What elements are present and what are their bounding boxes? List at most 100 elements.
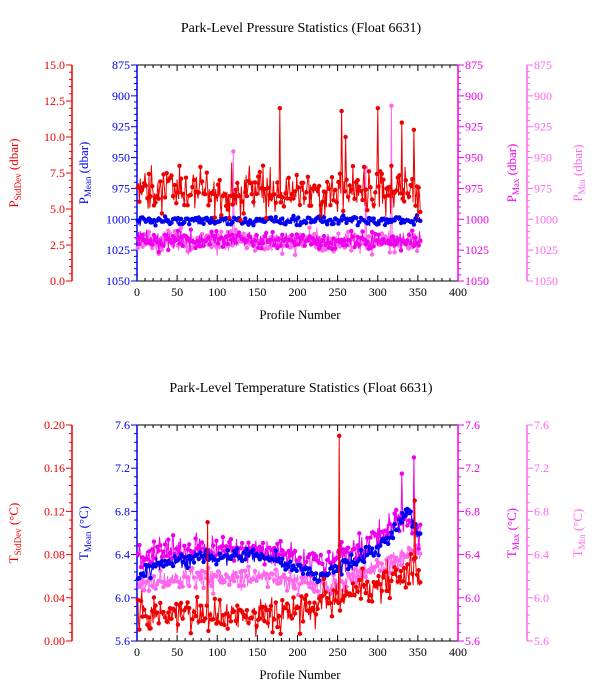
data-point — [230, 574, 235, 580]
y-tick-label: 6.8 — [115, 504, 130, 518]
data-point — [402, 513, 407, 518]
data-point — [249, 615, 254, 620]
data-point — [187, 605, 192, 611]
data-point — [177, 221, 182, 227]
data-point — [254, 578, 259, 583]
data-point — [150, 245, 155, 251]
data-point — [398, 248, 404, 253]
data-point — [352, 196, 357, 201]
data-point — [365, 208, 370, 213]
data-point — [334, 200, 339, 205]
data-point — [363, 590, 368, 596]
y-axis-label-max: PMax (dbar) — [504, 144, 521, 203]
data-point — [284, 243, 290, 248]
data-point — [291, 213, 296, 219]
data-point — [272, 243, 277, 248]
data-point — [217, 219, 222, 224]
data-point — [321, 576, 327, 582]
data-point — [182, 220, 187, 225]
data-point — [195, 552, 200, 557]
data-point — [371, 244, 376, 249]
data-point — [280, 556, 285, 561]
y-tick-label: 950 — [465, 151, 483, 165]
data-point — [164, 170, 169, 176]
data-point — [410, 177, 415, 182]
data-point — [318, 552, 323, 558]
y-tick-label: 1025 — [106, 243, 130, 257]
data-point — [204, 603, 209, 608]
data-point — [373, 550, 378, 555]
data-point — [329, 175, 335, 180]
data-point — [307, 216, 312, 221]
data-point — [278, 220, 283, 226]
data-point — [307, 225, 312, 230]
data-point — [211, 191, 216, 196]
data-point — [267, 545, 272, 550]
data-point — [374, 580, 380, 585]
y-axis-label-std: TStdDev (°C) — [6, 503, 23, 564]
data-point — [357, 184, 362, 189]
data-point — [394, 567, 399, 572]
data-point — [278, 200, 283, 205]
data-point — [299, 594, 304, 599]
data-point — [418, 238, 423, 243]
data-point — [281, 572, 287, 577]
data-point — [137, 241, 142, 247]
data-point — [374, 171, 380, 177]
data-point — [145, 622, 150, 627]
data-point — [414, 248, 420, 254]
data-point — [239, 540, 245, 546]
data-point — [233, 570, 238, 576]
data-point — [231, 579, 237, 584]
x-tick-label: 150 — [248, 645, 266, 659]
data-point — [187, 542, 192, 547]
data-point — [302, 243, 307, 248]
data-point — [394, 555, 399, 560]
data-point — [325, 240, 330, 246]
data-point — [413, 235, 418, 240]
data-point — [281, 243, 287, 248]
data-point — [178, 600, 184, 606]
data-point — [215, 569, 221, 574]
y-tick-label: 6.0 — [115, 591, 130, 605]
data-point — [297, 555, 303, 560]
data-point — [244, 245, 250, 251]
data-point — [389, 578, 394, 583]
data-point — [361, 583, 367, 588]
data-point — [326, 571, 331, 576]
data-point — [392, 250, 397, 255]
data-point — [235, 574, 240, 580]
data-point — [153, 200, 158, 205]
data-point — [365, 579, 370, 584]
data-point — [207, 198, 213, 203]
data-point — [349, 187, 354, 192]
data-point — [315, 606, 320, 611]
data-point — [243, 190, 248, 195]
data-point — [320, 238, 325, 244]
data-point — [320, 561, 325, 567]
data-point — [357, 220, 362, 225]
data-point — [199, 540, 205, 545]
data-point — [334, 555, 339, 561]
data-point — [320, 199, 325, 204]
data-point — [230, 202, 235, 207]
data-point — [272, 219, 277, 224]
data-point — [203, 552, 208, 558]
series-stddev — [135, 433, 423, 637]
data-point — [211, 617, 216, 622]
data-point — [177, 241, 182, 246]
y-tick-label: 975 — [112, 181, 130, 195]
data-point — [158, 568, 163, 573]
data-point — [277, 106, 282, 111]
data-point — [225, 626, 230, 631]
data-point — [397, 173, 402, 178]
data-point — [386, 588, 391, 593]
data-point — [153, 223, 158, 228]
data-point — [137, 199, 142, 204]
data-point — [230, 232, 235, 238]
data-point — [170, 533, 176, 538]
data-point — [159, 247, 165, 252]
data-point — [286, 564, 291, 569]
data-point — [304, 559, 309, 564]
data-point — [254, 232, 259, 238]
